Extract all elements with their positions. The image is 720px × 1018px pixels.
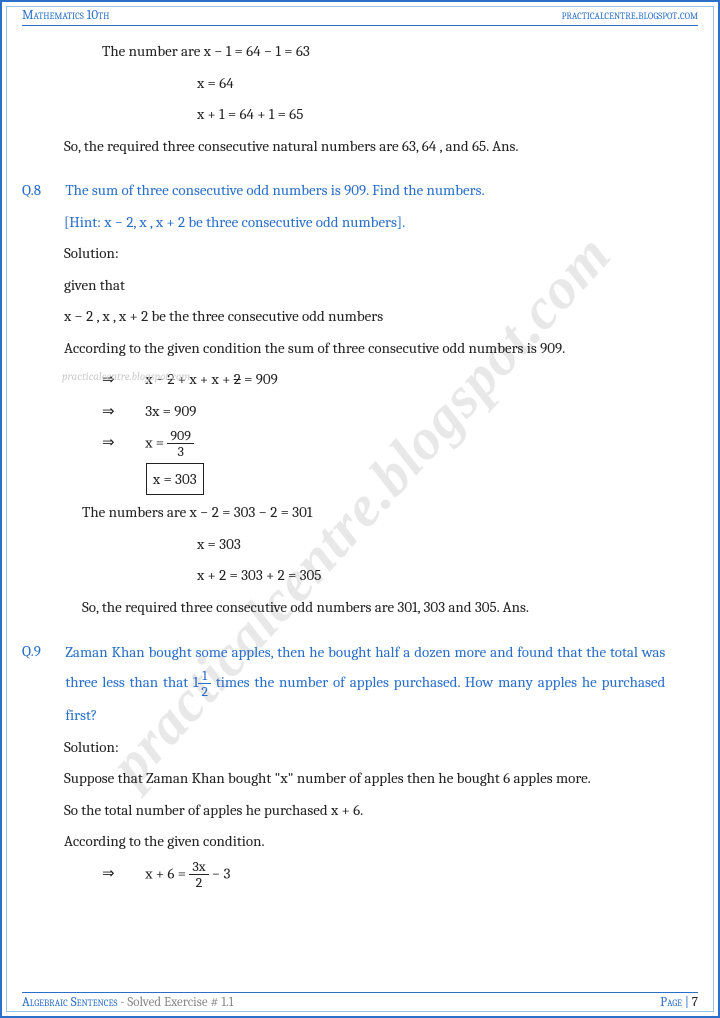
q8-n3: x + 2 = 303 + 2 = 305 <box>22 561 698 590</box>
q8-question: The sum of three consecutive odd numbers… <box>65 176 665 205</box>
implies-icon: ⇒ <box>102 365 132 394</box>
q8-s1e: = 909 <box>241 370 278 388</box>
footer-title: Algebraic Sentences <box>22 995 117 1010</box>
page-label: Page | <box>660 995 689 1010</box>
q7-line1: The number are x − 1 = 64 − 1 = 63 <box>22 37 698 66</box>
q8-step2: ⇒ 3x = 909 <box>22 397 698 426</box>
footer-sub: - Solved Exercise # 1.1 <box>117 995 233 1010</box>
page-footer: Algebraic Sentences - Solved Exercise # … <box>22 992 698 1010</box>
q8-s3-lhs: x = <box>145 433 167 451</box>
footer-left: Algebraic Sentences - Solved Exercise # … <box>22 995 233 1010</box>
q8-block: Q.8 The sum of three consecutive odd num… <box>22 176 698 621</box>
q7-conclusion: So, the required three consecutive natur… <box>22 132 698 161</box>
page-header: Mathematics 10th practicalcentre.blogspo… <box>22 8 698 26</box>
q8-s1d: 2 <box>234 370 241 388</box>
frac-num: 909 <box>167 428 194 444</box>
q8-n2: x = 303 <box>22 530 698 559</box>
q8-step3: ⇒ x = 909 3 <box>22 428 698 460</box>
header-left: Mathematics 10th <box>22 8 109 23</box>
q8-step1: practicalcentre.blogspot.com ⇒ x − 2 + x… <box>22 365 698 394</box>
q8-let: x − 2 , x , x + 2 be the three consecuti… <box>22 302 698 331</box>
header-right: practicalcentre.blogspot.com <box>562 8 698 23</box>
q8-label: Q.8 <box>22 176 62 205</box>
q8-boxed-answer: x = 303 <box>146 463 204 496</box>
frac-num: 1 <box>198 668 211 684</box>
q8-hint: [Hint: x − 2, x , x + 2 be three consecu… <box>22 208 698 237</box>
q9-eq: ⇒ x + 6 = 3x 2 − 3 <box>22 859 698 891</box>
q8-given: given that <box>22 271 698 300</box>
q8-conclusion: So, the required three consecutive odd n… <box>22 593 698 622</box>
q8-s1c: + x + x + <box>174 370 233 388</box>
q7-line2: x = 64 <box>22 69 698 98</box>
page-number: 7 <box>692 995 698 1010</box>
implies-icon: ⇒ <box>102 859 132 888</box>
q9-block: Q.9 Zaman Khan bought some apples, then … <box>22 637 698 890</box>
implies-icon: ⇒ <box>102 428 132 457</box>
q9-eq-lhs: x + 6 = <box>145 864 189 882</box>
spacer <box>102 465 132 494</box>
q9-frac: 12 <box>198 668 211 700</box>
frac-num: 3x <box>189 859 208 875</box>
q9-frac-eq: 3x 2 <box>189 859 208 891</box>
frac-den: 2 <box>198 684 211 699</box>
q9-s2: So the total number of apples he purchas… <box>22 796 698 825</box>
q7-line3: x + 1 = 64 + 1 = 65 <box>22 100 698 129</box>
q9-s1: Suppose that Zaman Khan bought "x" numbe… <box>22 764 698 793</box>
page-container: Mathematics 10th practicalcentre.blogspo… <box>0 0 720 1018</box>
q8-condition: According to the given condition the sum… <box>22 334 698 363</box>
q8-s2: 3x = 909 <box>145 402 196 420</box>
frac-den: 3 <box>167 444 194 459</box>
q8-question-row: Q.8 The sum of three consecutive odd num… <box>22 176 698 205</box>
q8-n1: The numbers are x − 2 = 303 − 2 = 301 <box>22 498 698 527</box>
q8-frac-s3: 909 3 <box>167 428 194 460</box>
q9-question-row: Q.9 Zaman Khan bought some apples, then … <box>22 637 698 729</box>
q9-s3: According to the given condition. <box>22 827 698 856</box>
implies-icon: ⇒ <box>102 397 132 426</box>
q8-s1a: x − <box>145 370 167 388</box>
q9-label: Q.9 <box>22 637 62 666</box>
q8-solution-label: Solution: <box>22 239 698 268</box>
content-area: The number are x − 1 = 64 − 1 = 63 x = 6… <box>22 34 698 986</box>
frac-den: 2 <box>189 875 208 890</box>
q9-eq-rhs: − 3 <box>209 864 231 882</box>
q8-boxed-row: x = 303 <box>22 463 698 496</box>
q9-question: Zaman Khan bought some apples, then he b… <box>65 637 665 729</box>
footer-page: Page | 7 <box>660 995 698 1010</box>
q9-solution-label: Solution: <box>22 733 698 762</box>
